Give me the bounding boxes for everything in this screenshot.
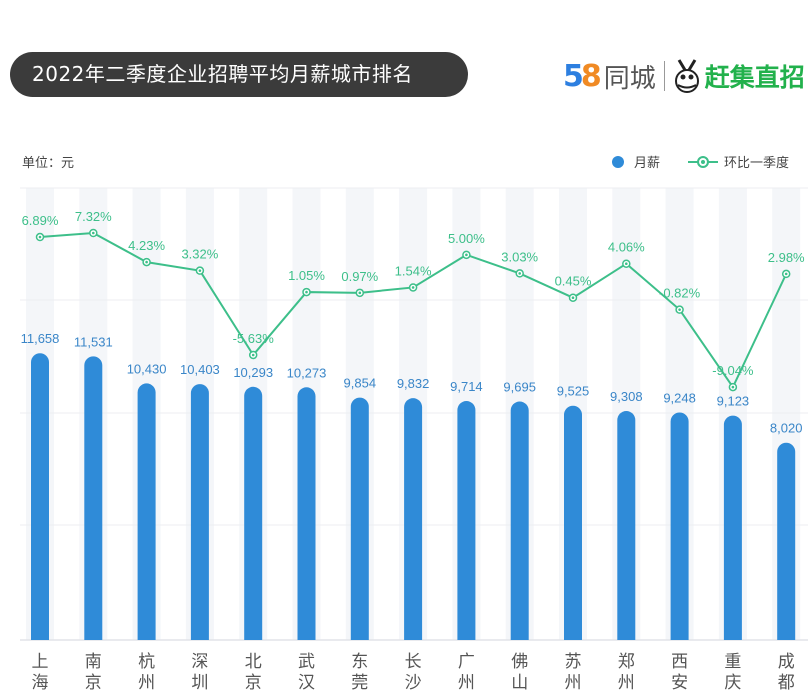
bar-value-label: 11,658 <box>21 331 60 346</box>
bar-value-label: 8,020 <box>770 421 803 436</box>
bar <box>404 398 423 640</box>
bar-value-label: 9,248 <box>663 390 696 405</box>
line-value-label: 2.98% <box>768 250 805 265</box>
bar-value-label: 10,273 <box>287 365 327 380</box>
x-tick-label: 东莞 <box>351 652 369 693</box>
x-tick-label: 重庆 <box>724 652 742 693</box>
line-point-center <box>198 269 202 272</box>
line-value-label: 7.32% <box>75 209 112 224</box>
line-value-label: 0.97% <box>341 269 378 284</box>
bar <box>297 387 316 640</box>
line-value-label: 1.54% <box>395 263 432 278</box>
donkey-icon <box>674 59 699 93</box>
bar <box>84 356 103 640</box>
x-tick-label: 郑州 <box>617 652 635 693</box>
line-value-label: -5.63% <box>233 331 275 346</box>
bar <box>244 386 263 640</box>
line-point-center <box>571 296 575 300</box>
x-tick-label: 武汉 <box>298 652 315 693</box>
line-value-label: 3.32% <box>181 247 218 262</box>
line-point-center <box>358 291 362 295</box>
bar <box>31 353 49 640</box>
page-title: 2022年二季度企业招聘平均月薪城市排名 <box>10 52 468 97</box>
bar-value-label: 10,293 <box>233 365 273 380</box>
bar-value-label: 9,308 <box>610 389 643 404</box>
logo-8: 8 <box>580 58 602 94</box>
x-tick-label: 成都 <box>777 652 795 693</box>
brand-logo: 5 8 同城 赶集直招 <box>563 56 805 96</box>
x-tick-label: 深圳 <box>191 652 209 693</box>
bar-value-label: 10,403 <box>180 362 220 377</box>
x-tick-label: 西安 <box>671 652 689 693</box>
bar <box>617 411 636 640</box>
bar-value-label: 11,531 <box>74 334 113 349</box>
legend-line-label: 环比一季度 <box>724 156 790 171</box>
logo-divider <box>663 61 665 91</box>
line-point-center <box>518 272 521 275</box>
bar <box>350 397 369 640</box>
line-value-label: 3.03% <box>501 249 538 264</box>
line-value-label: 5.00% <box>448 231 485 246</box>
bar <box>137 383 156 640</box>
line-value-label: -9.04% <box>712 363 754 378</box>
line-point-center <box>92 231 95 235</box>
line-value-label: 6.89% <box>22 213 59 228</box>
line-point-center <box>731 385 735 389</box>
bar-value-label: 9,714 <box>450 379 483 394</box>
line-value-label: 1.05% <box>288 268 325 283</box>
bar <box>510 401 529 640</box>
bar <box>777 442 796 640</box>
line-point-center <box>38 235 42 239</box>
bar <box>190 384 209 640</box>
line-value-label: -0.82% <box>659 286 701 301</box>
bar-value-label: 9,525 <box>557 384 590 399</box>
x-tick-label: 北京 <box>244 652 262 693</box>
logo-58: 5 <box>563 58 584 94</box>
x-tick-label: 苏州 <box>564 652 582 693</box>
line-point-center <box>305 290 308 294</box>
bar <box>457 401 476 640</box>
line-value-label: 4.23% <box>128 238 165 253</box>
unit-label: 单位：元 <box>22 156 75 171</box>
legend-bar-marker <box>612 155 624 168</box>
legend-bar-label: 月薪 <box>634 156 661 171</box>
legend-line-marker <box>688 155 719 168</box>
bar-value-label: 9,123 <box>717 394 750 409</box>
x-tick-label: 上海 <box>31 652 49 693</box>
line-point-center <box>784 272 788 276</box>
x-tick-label: 佛山 <box>511 652 529 693</box>
bar-value-label: 9,832 <box>397 376 430 391</box>
bar-value-label: 9,854 <box>344 376 377 391</box>
line-point-center <box>251 353 255 357</box>
bar <box>670 412 689 640</box>
x-tick-label: 广州 <box>457 652 475 693</box>
line-value-label: 0.45% <box>555 274 592 289</box>
line-point-center <box>411 286 415 289</box>
x-tick-label: 长沙 <box>404 652 422 693</box>
bar <box>723 415 742 640</box>
logo-ganji: 赶集直招 <box>704 63 805 92</box>
line-point-center <box>678 308 681 311</box>
bar-value-label: 10,430 <box>127 361 167 376</box>
line-point-center <box>625 262 628 266</box>
x-tick-label: 南京 <box>84 652 102 693</box>
x-tick-label: 杭州 <box>138 652 156 693</box>
legend: 月薪 环比一季度 <box>612 152 789 171</box>
line-point-center <box>465 253 468 257</box>
line-point-center <box>145 260 148 264</box>
bar <box>564 405 582 640</box>
logo-tongcheng: 同城 <box>603 63 656 94</box>
line-value-label: 4.06% <box>608 240 645 255</box>
bar-value-label: 9,695 <box>503 380 536 395</box>
